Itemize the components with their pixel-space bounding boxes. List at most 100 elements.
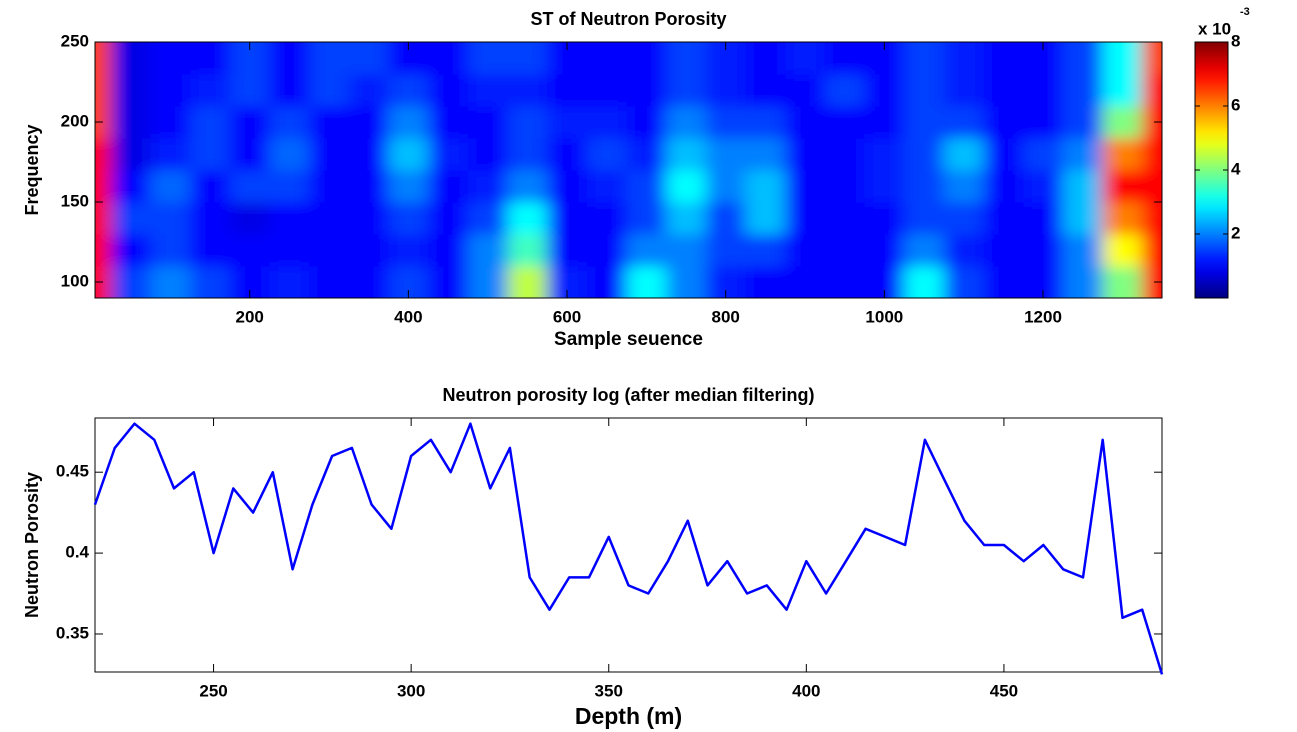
heatmap-cell (269, 170, 310, 203)
heatmap-cell (626, 170, 667, 203)
chart-title: Neutron porosity log (after median filte… (442, 385, 814, 405)
heatmap-cell (1142, 138, 1162, 171)
heatmap-cell (95, 106, 112, 139)
heatmap-cell (229, 234, 271, 267)
heatmap-cell (1062, 138, 1104, 171)
chart-title: ST of Neutron Porosity (530, 9, 726, 29)
heatmap-cell (348, 74, 390, 107)
heatmap-cell (1023, 106, 1064, 139)
heatmap-cell (785, 74, 826, 107)
x-axis-label: Sample seuence (554, 329, 703, 350)
heatmap-cell (864, 106, 905, 139)
heatmap-cell (190, 202, 231, 235)
heatmap-cell (1062, 106, 1104, 139)
heatmap-cell (705, 234, 747, 267)
heatmap-cell (110, 106, 152, 139)
heatmap-cell (150, 266, 191, 298)
heatmap-cell (745, 138, 786, 171)
heatmap-cell (467, 234, 509, 267)
y-tick-label: 100 (61, 271, 89, 290)
heatmap-cell (190, 74, 231, 107)
heatmap-cells (95, 42, 1162, 298)
heatmap-cell (348, 202, 390, 235)
heatmap-cell (983, 202, 1024, 235)
heatmap-cell (269, 202, 310, 235)
heatmap-cell (467, 74, 509, 107)
heatmap-cell (745, 266, 786, 298)
heatmap-cell (95, 42, 112, 75)
heatmap-cell (1142, 202, 1162, 235)
heatmap-cell (586, 138, 628, 171)
heatmap-cell (626, 266, 667, 298)
heatmap-cell (110, 74, 152, 107)
heatmap-cell (943, 138, 985, 171)
heatmap-cell (95, 266, 112, 298)
heatmap-cell (1102, 234, 1143, 267)
colorbar-exponent: -3 (1240, 6, 1250, 18)
heatmap-cell (428, 138, 469, 171)
heatmap-cell (983, 234, 1024, 267)
heatmap-cell (824, 74, 866, 107)
heatmap-cell (705, 170, 747, 203)
y-tick-label: 150 (61, 191, 89, 210)
heatmap-cell (507, 170, 548, 203)
heatmap-cell (428, 106, 469, 139)
heatmap-cell (824, 234, 866, 267)
heatmap-cell (666, 170, 707, 203)
heatmap-cell (1102, 42, 1143, 75)
heatmap-cell (388, 138, 429, 171)
y-tick-label: 0.35 (56, 623, 89, 642)
heatmap-cell (943, 202, 985, 235)
heatmap-cell (824, 138, 866, 171)
y-tick-label: 250 (61, 31, 89, 50)
heatmap-cell (95, 170, 112, 203)
y-tick-label: 0.4 (65, 543, 89, 562)
heatmap-cell (428, 74, 469, 107)
heatmap-cell (229, 106, 271, 139)
heatmap-cell (864, 202, 905, 235)
x-tick-label: 400 (394, 307, 422, 326)
heatmap-cell (507, 234, 548, 267)
heatmap-cell (229, 170, 271, 203)
heatmap-cell (1062, 170, 1104, 203)
heatmap-cell (547, 234, 588, 267)
heatmap-cell (666, 138, 707, 171)
heatmap-cell (626, 138, 667, 171)
heatmap-cell (150, 170, 191, 203)
heatmap-cell (785, 170, 826, 203)
x-axis-label: Depth (m) (575, 703, 682, 729)
heatmap-cell (1102, 138, 1143, 171)
colorbar-tick-label: 2 (1231, 223, 1240, 242)
heatmap-cell (547, 170, 588, 203)
y-tick-label: 0.45 (56, 462, 89, 481)
heatmap-cell (904, 42, 945, 75)
heatmap-cell (904, 202, 945, 235)
heatmap-cell (626, 74, 667, 107)
heatmap-cell (745, 170, 786, 203)
heatmap-cell (586, 106, 628, 139)
heatmap-cell (1023, 234, 1064, 267)
heatmap-cell (666, 74, 707, 107)
x-tick-label: 400 (792, 681, 820, 700)
heatmap-cell (309, 234, 350, 267)
heatmap-cell (1142, 106, 1162, 139)
heatmap-cell (269, 138, 310, 171)
x-tick-label: 450 (990, 681, 1018, 700)
heatmap-cell (785, 106, 826, 139)
heatmap-cell (229, 202, 271, 235)
heatmap-cell (904, 170, 945, 203)
heatmap-cell (428, 42, 469, 75)
heatmap-cell (110, 202, 152, 235)
heatmap-cell (309, 106, 350, 139)
heatmap-cell (943, 106, 985, 139)
heatmap-cell (1023, 202, 1064, 235)
heatmap-cell (190, 42, 231, 75)
heatmap-cell (904, 74, 945, 107)
heatmap-cell (864, 138, 905, 171)
heatmap-cell (1102, 74, 1143, 107)
x-tick-label: 600 (553, 307, 581, 326)
heatmap-cell (229, 138, 271, 171)
heatmap-cell (309, 138, 350, 171)
heatmap-cell (904, 106, 945, 139)
